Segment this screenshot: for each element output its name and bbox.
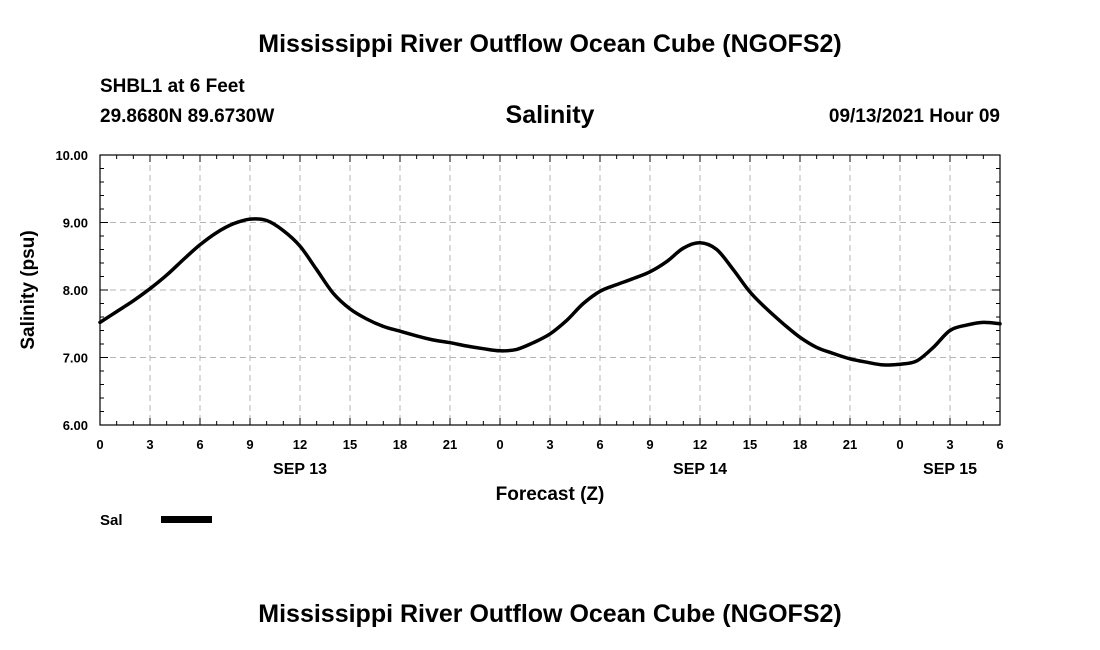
station-coordinates: 29.8680N 89.6730W [100,106,275,127]
x-tick-label: 3 [146,437,153,452]
x-tick-label: 0 [96,437,103,452]
x-tick-label: 0 [896,437,903,452]
x-tick-label: 0 [496,437,503,452]
x-tick-label: 21 [843,437,857,452]
axis-ticks [99,154,1001,426]
x-tick-label: 3 [546,437,553,452]
x-tick-label: 9 [246,437,253,452]
x-tick-label: 6 [996,437,1003,452]
y-tick-label: 10.00 [55,148,88,163]
forecast-datetime: 09/13/2021 Hour 09 [828,106,1000,127]
legend-label: Sal [100,512,123,529]
y-tick-label: 7.00 [63,351,88,366]
x-tick-label: 15 [743,437,757,452]
legend-swatch [161,516,212,523]
x-axis-title: Forecast (Z) [496,484,605,505]
station-label: SHBL1 at 6 Feet [100,76,245,97]
grid-lines [100,155,1000,425]
x-tick-label: 18 [793,437,807,452]
x-tick-label: 3 [946,437,953,452]
date-label: SEP 15 [923,461,977,478]
x-tick-label: 6 [196,437,203,452]
date-label: SEP 14 [673,461,727,478]
x-tick-label: 6 [596,437,603,452]
y-tick-label: 6.00 [63,418,88,433]
chart-title: Mississippi River Outflow Ocean Cube (NG… [258,30,842,58]
date-label: SEP 13 [273,461,327,478]
x-tick-label: 9 [646,437,653,452]
axis-labels: 0 3 6 9 12 15 18 21 0 3 6 9 12 15 18 21 0 3 6 6.00 7.00 8.00 9… [55,148,1003,478]
y-tick-label: 8.00 [63,283,88,298]
x-tick-label: 18 [393,437,407,452]
footer-title: Mississippi River Outflow Ocean Cube (NG… [258,600,842,628]
series-line-sal [98,217,1002,367]
x-tick-label: 15 [343,437,357,452]
variable-title: Salinity [505,101,595,129]
y-tick-label: 9.00 [63,216,88,231]
x-tick-label: 12 [693,437,707,452]
x-tick-label: 21 [443,437,457,452]
y-axis-title: Salinity (psu) [18,230,39,349]
x-tick-label: 12 [293,437,307,452]
